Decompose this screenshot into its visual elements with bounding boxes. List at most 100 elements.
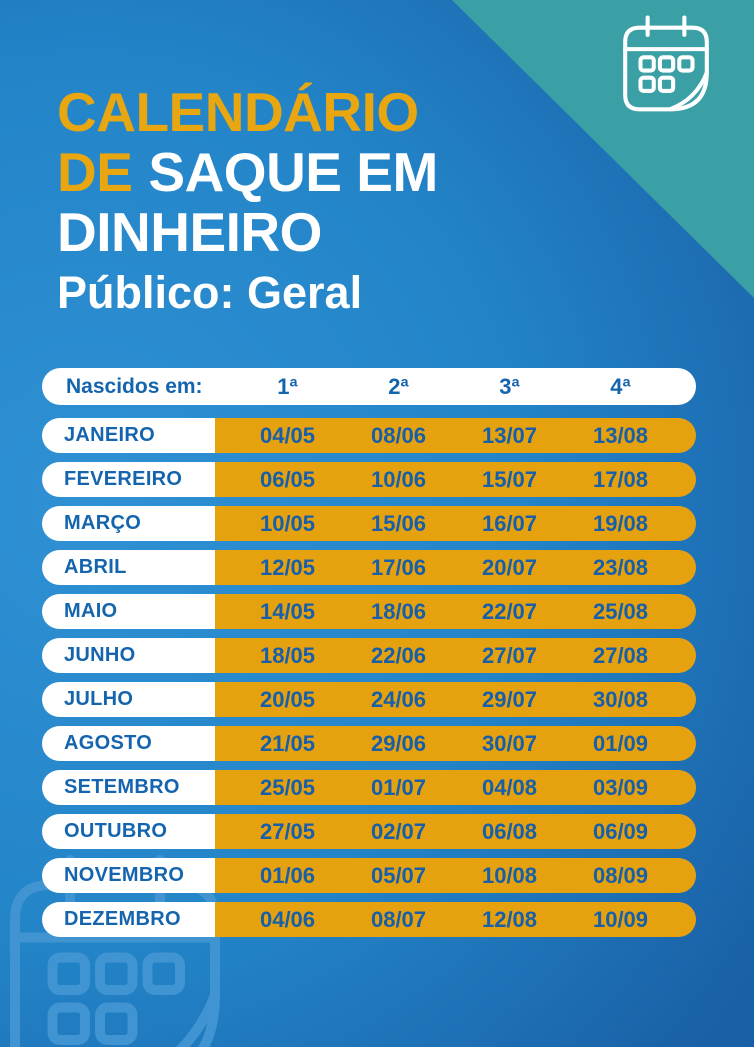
month-label: DEZEMBRO — [42, 902, 215, 937]
month-label: NOVEMBRO — [42, 858, 215, 893]
date-cell: 21/05 — [259, 730, 316, 756]
table-header-row: Nascidos em: 1ª 2ª 3ª 4ª — [42, 368, 696, 405]
month-label: AGOSTO — [42, 726, 215, 761]
date-cell: 24/06 — [370, 686, 427, 712]
column-header: 3ª — [499, 373, 520, 399]
date-cell: 30/07 — [481, 730, 538, 756]
table-row: DEZEMBRO 04/06 08/07 12/08 10/09 — [42, 902, 696, 937]
dates-bar: 04/05 08/06 13/07 13/08 — [215, 418, 696, 453]
date-cell: 06/05 — [259, 466, 316, 492]
date-cell: 08/07 — [370, 906, 427, 932]
date-cell: 14/05 — [259, 598, 316, 624]
table-row: ABRIL 12/05 17/06 20/07 23/08 — [42, 550, 696, 585]
subtitle: Público: Geral — [57, 267, 363, 318]
month-label: OUTUBRO — [42, 814, 215, 849]
date-cell: 20/07 — [481, 554, 538, 580]
table-row: OUTUBRO 27/05 02/07 06/08 06/09 — [42, 814, 696, 849]
month-label: FEVEREIRO — [42, 462, 215, 497]
date-cell: 05/07 — [370, 862, 427, 888]
date-cell: 15/07 — [481, 466, 538, 492]
date-cell: 10/06 — [370, 466, 427, 492]
date-cell: 01/07 — [370, 774, 427, 800]
dates-bar: 27/05 02/07 06/08 06/09 — [215, 814, 696, 849]
dates-bar: 12/05 17/06 20/07 23/08 — [215, 550, 696, 585]
date-cell: 27/07 — [481, 642, 538, 668]
month-label: JANEIRO — [42, 418, 215, 453]
calendar-icon — [615, 11, 717, 126]
table-header-columns: 1ª 2ª 3ª 4ª — [215, 368, 696, 405]
month-label: JULHO — [42, 682, 215, 717]
date-cell: 30/08 — [592, 686, 649, 712]
title-block: CALENDÁRIO DE SAQUE EM DINHEIRO Público: … — [57, 82, 438, 318]
date-cell: 08/09 — [592, 862, 649, 888]
date-cell: 04/08 — [481, 774, 538, 800]
month-label: MARÇO — [42, 506, 215, 541]
title-line-2: DE SAQUE EM — [57, 142, 438, 202]
date-cell: 06/09 — [592, 818, 649, 844]
table-row: AGOSTO 21/05 29/06 30/07 01/09 — [42, 726, 696, 761]
date-cell: 23/08 — [592, 554, 649, 580]
month-label: MAIO — [42, 594, 215, 629]
dates-bar: 25/05 01/07 04/08 03/09 — [215, 770, 696, 805]
date-cell: 22/06 — [370, 642, 427, 668]
dates-bar: 14/05 18/06 22/07 25/08 — [215, 594, 696, 629]
table-row: SETEMBRO 25/05 01/07 04/08 03/09 — [42, 770, 696, 805]
table-row: JULHO 20/05 24/06 29/07 30/08 — [42, 682, 696, 717]
dates-bar: 18/05 22/06 27/07 27/08 — [215, 638, 696, 673]
date-cell: 10/09 — [592, 906, 649, 932]
date-cell: 13/07 — [481, 422, 538, 448]
date-cell: 15/06 — [370, 510, 427, 536]
date-cell: 10/05 — [259, 510, 316, 536]
title-line-2-rest: SAQUE EM — [148, 141, 438, 203]
month-label: JUNHO — [42, 638, 215, 673]
date-cell: 17/06 — [370, 554, 427, 580]
date-cell: 25/08 — [592, 598, 649, 624]
date-cell: 13/08 — [592, 422, 649, 448]
date-cell: 16/07 — [481, 510, 538, 536]
title-line-2-accent: DE — [57, 141, 133, 203]
table-row: MAIO 14/05 18/06 22/07 25/08 — [42, 594, 696, 629]
table-header-label: Nascidos em: — [66, 374, 203, 398]
date-cell: 29/07 — [481, 686, 538, 712]
date-cell: 27/08 — [592, 642, 649, 668]
date-cell: 03/09 — [592, 774, 649, 800]
table-row: JUNHO 18/05 22/06 27/07 27/08 — [42, 638, 696, 673]
dates-bar: 20/05 24/06 29/07 30/08 — [215, 682, 696, 717]
date-cell: 01/06 — [259, 862, 316, 888]
date-cell: 10/08 — [481, 862, 538, 888]
date-cell: 06/08 — [481, 818, 538, 844]
date-cell: 04/06 — [259, 906, 316, 932]
month-label: SETEMBRO — [42, 770, 215, 805]
table-row: JANEIRO 04/05 08/06 13/07 13/08 — [42, 418, 696, 453]
date-cell: 02/07 — [370, 818, 427, 844]
dates-bar: 04/06 08/07 12/08 10/09 — [215, 902, 696, 937]
column-header: 1ª — [277, 373, 298, 399]
date-cell: 08/06 — [370, 422, 427, 448]
dates-bar: 01/06 05/07 10/08 08/09 — [215, 858, 696, 893]
dates-bar: 21/05 29/06 30/07 01/09 — [215, 726, 696, 761]
dates-bar: 06/05 10/06 15/07 17/08 — [215, 462, 696, 497]
date-cell: 04/05 — [259, 422, 316, 448]
column-header: 4ª — [610, 373, 631, 399]
date-cell: 29/06 — [370, 730, 427, 756]
table-row: NOVEMBRO 01/06 05/07 10/08 08/09 — [42, 858, 696, 893]
date-cell: 27/05 — [259, 818, 316, 844]
date-cell: 12/08 — [481, 906, 538, 932]
date-cell: 25/05 — [259, 774, 316, 800]
withdrawal-table: Nascidos em: 1ª 2ª 3ª 4ª JANEIRO 04/05 0… — [42, 368, 696, 946]
date-cell: 12/05 — [259, 554, 316, 580]
date-cell: 01/09 — [592, 730, 649, 756]
dates-bar: 10/05 15/06 16/07 19/08 — [215, 506, 696, 541]
table-row: MARÇO 10/05 15/06 16/07 19/08 — [42, 506, 696, 541]
date-cell: 19/08 — [592, 510, 649, 536]
table-row: FEVEREIRO 06/05 10/06 15/07 17/08 — [42, 462, 696, 497]
date-cell: 17/08 — [592, 466, 649, 492]
title-line-3: DINHEIRO — [57, 201, 322, 263]
date-cell: 18/05 — [259, 642, 316, 668]
title-line-1: CALENDÁRIO — [57, 81, 419, 143]
date-cell: 20/05 — [259, 686, 316, 712]
column-header: 2ª — [388, 373, 409, 399]
month-label: ABRIL — [42, 550, 215, 585]
date-cell: 22/07 — [481, 598, 538, 624]
